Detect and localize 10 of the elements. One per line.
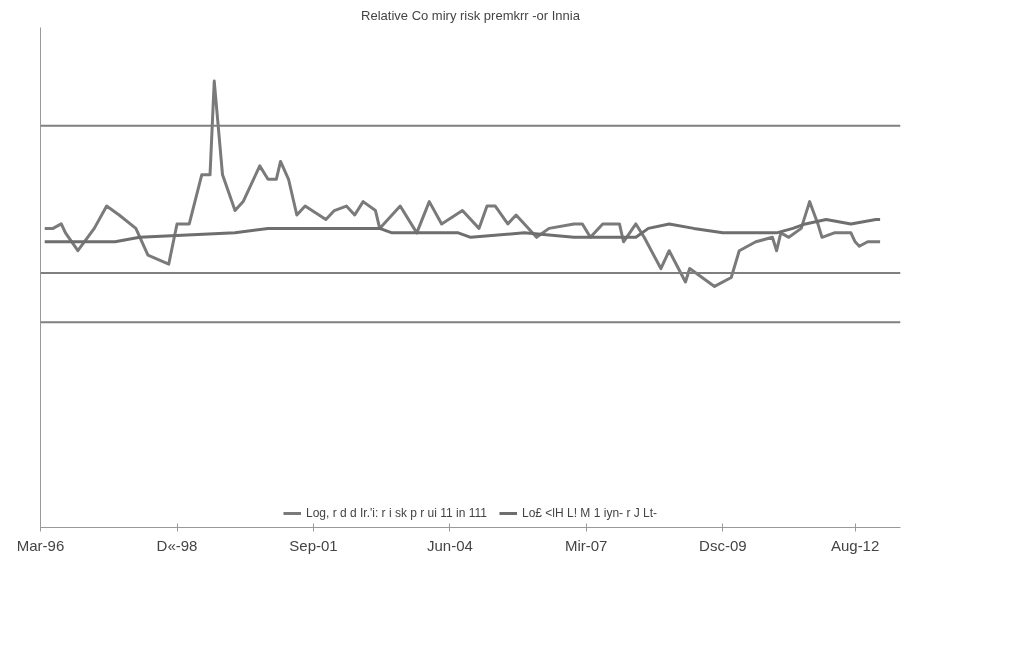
x-tick-label: D«-98 bbox=[156, 536, 198, 554]
x-tick-label: Sep-01 bbox=[289, 536, 338, 554]
x-tick-label: Dsc-09 bbox=[699, 536, 747, 554]
x-tick-label: Mar-96 bbox=[16, 536, 65, 554]
x-tick-label: Aug-12 bbox=[830, 536, 880, 554]
x-tick-label: Jun-04 bbox=[426, 536, 473, 554]
x-tick-label: Mir-07 bbox=[564, 536, 608, 554]
legend-label: Lo£ <lH L! M 1 iyn- r J Lt- bbox=[522, 506, 658, 520]
legend-label: Log, r d d Ir.'i: r i sk p r ui 11 in 111 bbox=[305, 506, 487, 520]
chart-title: Relative Co miry risk premkrr -or Innia bbox=[361, 7, 581, 23]
